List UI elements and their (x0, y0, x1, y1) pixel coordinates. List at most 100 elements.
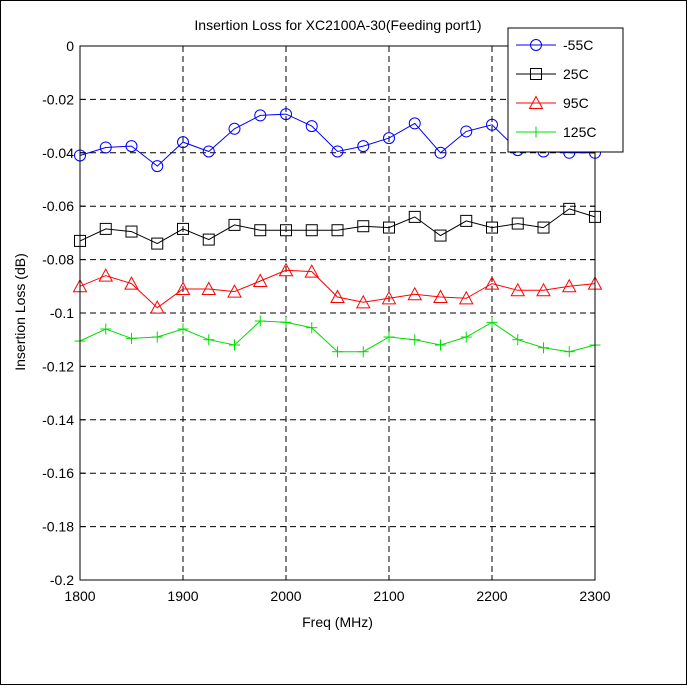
data-point (305, 224, 318, 237)
grid-lines (80, 46, 595, 580)
data-point (510, 282, 526, 297)
data-point (151, 331, 163, 343)
data-point (407, 286, 423, 301)
legend-item: -55C (516, 37, 593, 53)
data-point (177, 136, 189, 149)
x-axis-label: Freq (MHz) (302, 614, 373, 630)
data-point (305, 120, 318, 133)
legend-label: -55C (563, 37, 593, 53)
y-tick-label: -0.02 (42, 91, 74, 107)
y-tick-label: -0.14 (42, 412, 74, 428)
axis-ticks: 1800 1900 2000 2100 2200 2300 0 -0.02 -0.04 -0.06… (42, 38, 611, 604)
legend-item: 25C (516, 66, 589, 82)
data-point (408, 117, 421, 130)
data-point (536, 282, 551, 297)
x-tick-label: 2200 (476, 588, 507, 604)
data-point (383, 221, 395, 234)
series-25C (74, 202, 601, 250)
series-line (79, 208, 596, 245)
data-point (331, 224, 344, 237)
y-tick-label: 0 (66, 38, 74, 54)
data-point (561, 278, 577, 293)
data-point (434, 146, 447, 159)
data-point (486, 316, 498, 328)
data-point (538, 342, 549, 354)
data-point (408, 210, 421, 223)
data-point (512, 334, 524, 346)
data-point (125, 140, 138, 153)
y-tick-label: -0.2 (50, 572, 74, 588)
data-point (201, 281, 217, 295)
legend: -55C 25C 95C 125C (507, 27, 624, 153)
data-point (228, 218, 241, 231)
data-point (486, 221, 498, 234)
data-point (537, 221, 550, 234)
data-point (331, 145, 344, 158)
data-point (460, 125, 473, 138)
data-point (175, 281, 191, 295)
data-point (433, 289, 448, 303)
x-tick-label: 2300 (579, 588, 610, 604)
data-point (177, 323, 189, 335)
legend-item: 125C (516, 124, 596, 140)
series-layer (72, 108, 603, 358)
data-point (357, 220, 370, 233)
data-point (229, 339, 240, 351)
y-tick-label: -0.08 (42, 252, 74, 268)
data-point (278, 262, 294, 277)
data-point (254, 224, 267, 237)
y-tick-label: -0.18 (42, 519, 74, 535)
data-point (98, 268, 114, 282)
data-point (383, 331, 395, 343)
x-tick-label: 2100 (373, 588, 404, 604)
legend-label: 95C (563, 95, 589, 111)
data-point (409, 334, 421, 346)
y-axis-label: Insertion Loss (dB) (12, 253, 28, 371)
data-point (460, 331, 472, 343)
legend-label: 125C (563, 124, 596, 140)
series-line (79, 269, 596, 309)
y-tick-label: -0.06 (42, 198, 74, 214)
data-point (149, 300, 165, 314)
data-point (227, 284, 242, 298)
chart-title: Insertion Loss for XC2100A-30(Feeding po… (194, 17, 481, 33)
data-point (254, 315, 266, 327)
data-point (528, 95, 544, 109)
data-point (280, 316, 292, 328)
y-tick-label: -0.1 (50, 305, 74, 321)
data-point (434, 229, 447, 242)
data-point (202, 233, 215, 246)
data-point (177, 222, 189, 235)
y-tick-label: -0.04 (42, 145, 74, 161)
data-point (124, 276, 139, 290)
data-point (383, 132, 395, 145)
data-point (126, 332, 137, 344)
data-point (202, 145, 215, 158)
data-point (530, 39, 542, 51)
data-point (332, 346, 343, 358)
series-125C (74, 315, 601, 358)
data-point (254, 109, 267, 122)
data-point (203, 334, 215, 346)
data-point (151, 237, 164, 250)
data-point (530, 68, 542, 80)
data-point (357, 346, 369, 358)
data-point (435, 339, 446, 351)
legend-label: 25C (563, 66, 589, 82)
data-point (563, 346, 575, 358)
data-point (355, 294, 371, 309)
data-point (151, 160, 164, 173)
data-point (99, 222, 112, 235)
data-point (99, 141, 112, 154)
data-point (228, 122, 241, 135)
data-point (511, 217, 524, 230)
data-point (484, 276, 500, 290)
data-point (304, 264, 320, 278)
data-point (306, 322, 318, 334)
data-point (280, 224, 292, 237)
data-point (530, 126, 542, 138)
data-point (460, 214, 473, 227)
y-tick-label: -0.16 (42, 465, 74, 481)
x-tick-label: 2000 (270, 588, 301, 604)
